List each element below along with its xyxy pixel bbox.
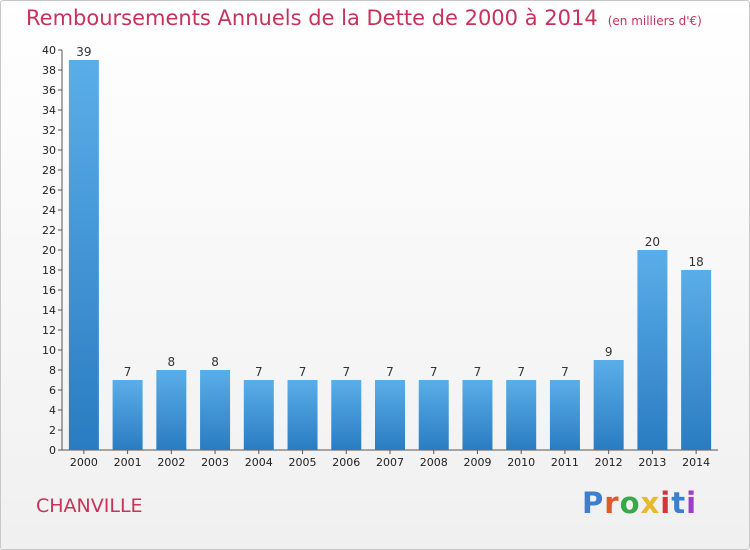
bar-2007 xyxy=(375,380,405,450)
value-label-2014: 18 xyxy=(688,255,703,269)
y-tick-label: 24 xyxy=(42,204,56,217)
y-tick-label: 32 xyxy=(42,124,56,137)
proxiti-logo[interactable]: Proxiti xyxy=(582,486,698,520)
chart-title-text: Remboursements Annuels de la Dette de 20… xyxy=(26,6,598,30)
bar-2011 xyxy=(549,380,580,450)
x-tick-label-2000: 2000 xyxy=(70,456,98,469)
value-label-2003: 8 xyxy=(211,355,219,369)
y-tick-label: 0 xyxy=(49,444,56,457)
x-tick-label-2004: 2004 xyxy=(245,456,273,469)
y-tick-label: 20 xyxy=(42,244,56,257)
bar-2005 xyxy=(287,380,318,450)
x-tick-label-2012: 2012 xyxy=(595,456,623,469)
y-tick-label: 12 xyxy=(42,324,56,337)
x-tick-label-2014: 2014 xyxy=(682,456,710,469)
y-tick-label: 16 xyxy=(42,284,56,297)
bar-2009 xyxy=(462,380,493,450)
value-label-2008: 7 xyxy=(430,365,438,379)
value-label-2005: 7 xyxy=(299,365,307,379)
y-tick-label: 26 xyxy=(42,184,56,197)
chart-title: Remboursements Annuels de la Dette de 20… xyxy=(26,6,702,30)
x-tick-label-2002: 2002 xyxy=(157,456,185,469)
x-tick-label-2007: 2007 xyxy=(376,456,404,469)
bar-2001 xyxy=(112,380,143,450)
x-tick-label-2005: 2005 xyxy=(289,456,317,469)
value-label-2000: 39 xyxy=(76,45,91,59)
bar-2006 xyxy=(331,380,362,450)
x-tick-label-2008: 2008 xyxy=(420,456,448,469)
bar-2014 xyxy=(681,270,712,450)
value-label-2011: 7 xyxy=(561,365,569,379)
x-tick-label-2006: 2006 xyxy=(332,456,360,469)
y-tick-label: 14 xyxy=(42,304,56,317)
bar-2008 xyxy=(418,380,449,450)
bar-2012 xyxy=(593,360,624,450)
x-tick-label-2011: 2011 xyxy=(551,456,579,469)
x-tick-label-2009: 2009 xyxy=(463,456,491,469)
y-tick-label: 6 xyxy=(49,384,56,397)
city-name: CHANVILLE xyxy=(36,495,143,517)
y-tick-label: 40 xyxy=(42,44,56,57)
x-tick-label-2010: 2010 xyxy=(507,456,535,469)
value-label-2004: 7 xyxy=(255,365,263,379)
x-tick-label-2003: 2003 xyxy=(201,456,229,469)
y-tick-label: 22 xyxy=(42,224,56,237)
y-tick-label: 28 xyxy=(42,164,56,177)
y-tick-label: 36 xyxy=(42,84,56,97)
y-tick-label: 38 xyxy=(42,64,56,77)
bar-2002 xyxy=(156,370,187,450)
value-label-2013: 20 xyxy=(645,235,660,249)
y-tick-label: 30 xyxy=(42,144,56,157)
bar-2013 xyxy=(637,250,668,450)
bar-2004 xyxy=(243,380,274,450)
value-label-2006: 7 xyxy=(342,365,350,379)
x-tick-label-2001: 2001 xyxy=(114,456,142,469)
value-label-2009: 7 xyxy=(474,365,482,379)
bar-2000 xyxy=(68,60,99,450)
value-label-2002: 8 xyxy=(168,355,176,369)
y-tick-label: 2 xyxy=(49,424,56,437)
value-label-2007: 7 xyxy=(386,365,394,379)
value-label-2010: 7 xyxy=(517,365,525,379)
value-label-2001: 7 xyxy=(124,365,132,379)
y-tick-label: 34 xyxy=(42,104,56,117)
bar-2003 xyxy=(200,370,231,450)
y-tick-label: 18 xyxy=(42,264,56,277)
y-tick-label: 4 xyxy=(49,404,56,417)
value-label-2012: 9 xyxy=(605,345,613,359)
bar-2010 xyxy=(506,380,537,450)
y-tick-label: 10 xyxy=(42,344,56,357)
y-tick-label: 8 xyxy=(49,364,56,377)
chart-subtitle: (en milliers d'€) xyxy=(607,14,702,28)
x-tick-label-2013: 2013 xyxy=(638,456,666,469)
